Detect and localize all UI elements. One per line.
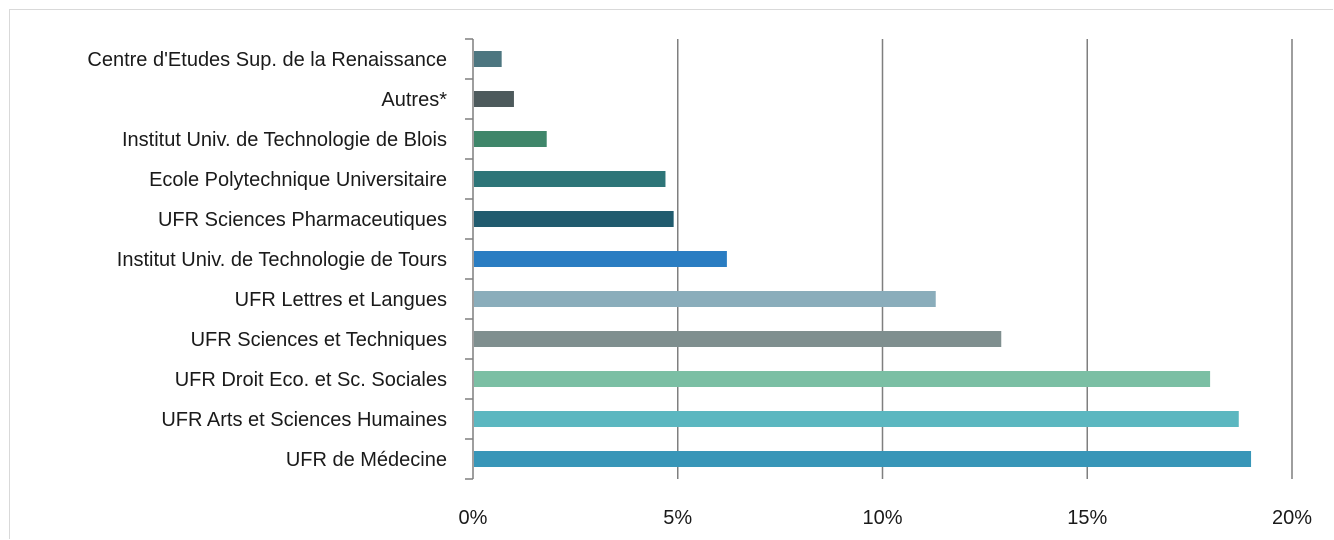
category-label-5: Institut Univ. de Technologie de Tours	[117, 249, 447, 271]
category-label-7: UFR Sciences et Techniques	[191, 329, 447, 351]
category-label-0: Centre d'Etudes Sup. de la Renaissance	[87, 49, 447, 71]
x-tick-label-5: 5%	[663, 507, 692, 529]
category-label-9: UFR Arts et Sciences Humaines	[161, 409, 447, 431]
chart-frame	[9, 9, 1333, 539]
bars	[474, 51, 1252, 467]
bar-2	[474, 131, 547, 147]
category-label-1: Autres*	[381, 89, 447, 111]
bar-6	[474, 291, 936, 307]
bar-0	[474, 51, 502, 67]
x-tick-label-15: 15%	[1067, 507, 1107, 529]
x-tick-label-20: 20%	[1272, 507, 1312, 529]
bar-4	[474, 211, 674, 227]
tick-labels: 0% 5% 10% 15% 20%	[459, 507, 1313, 529]
bar-3	[474, 171, 666, 187]
x-tick-label-0: 0%	[459, 507, 488, 529]
bar-5	[474, 251, 727, 267]
x-tick-label-10: 10%	[862, 507, 902, 529]
category-label-4: UFR Sciences Pharmaceutiques	[158, 209, 447, 231]
bar-10	[474, 451, 1252, 467]
category-label-6: UFR Lettres et Langues	[235, 289, 447, 311]
bar-8	[474, 371, 1211, 387]
bar-9	[474, 411, 1239, 427]
axes	[465, 38, 474, 480]
category-label-10: UFR de Médecine	[286, 449, 447, 471]
bar-7	[474, 331, 1002, 347]
category-label-8: UFR Droit Eco. et Sc. Sociales	[175, 369, 447, 391]
category-label-3: Ecole Polytechnique Universitaire	[149, 169, 447, 191]
category-label-2: Institut Univ. de Technologie de Blois	[122, 129, 447, 151]
bar-1	[474, 91, 514, 107]
category-labels: Centre d'Etudes Sup. de la Renaissance Au…	[87, 49, 447, 471]
